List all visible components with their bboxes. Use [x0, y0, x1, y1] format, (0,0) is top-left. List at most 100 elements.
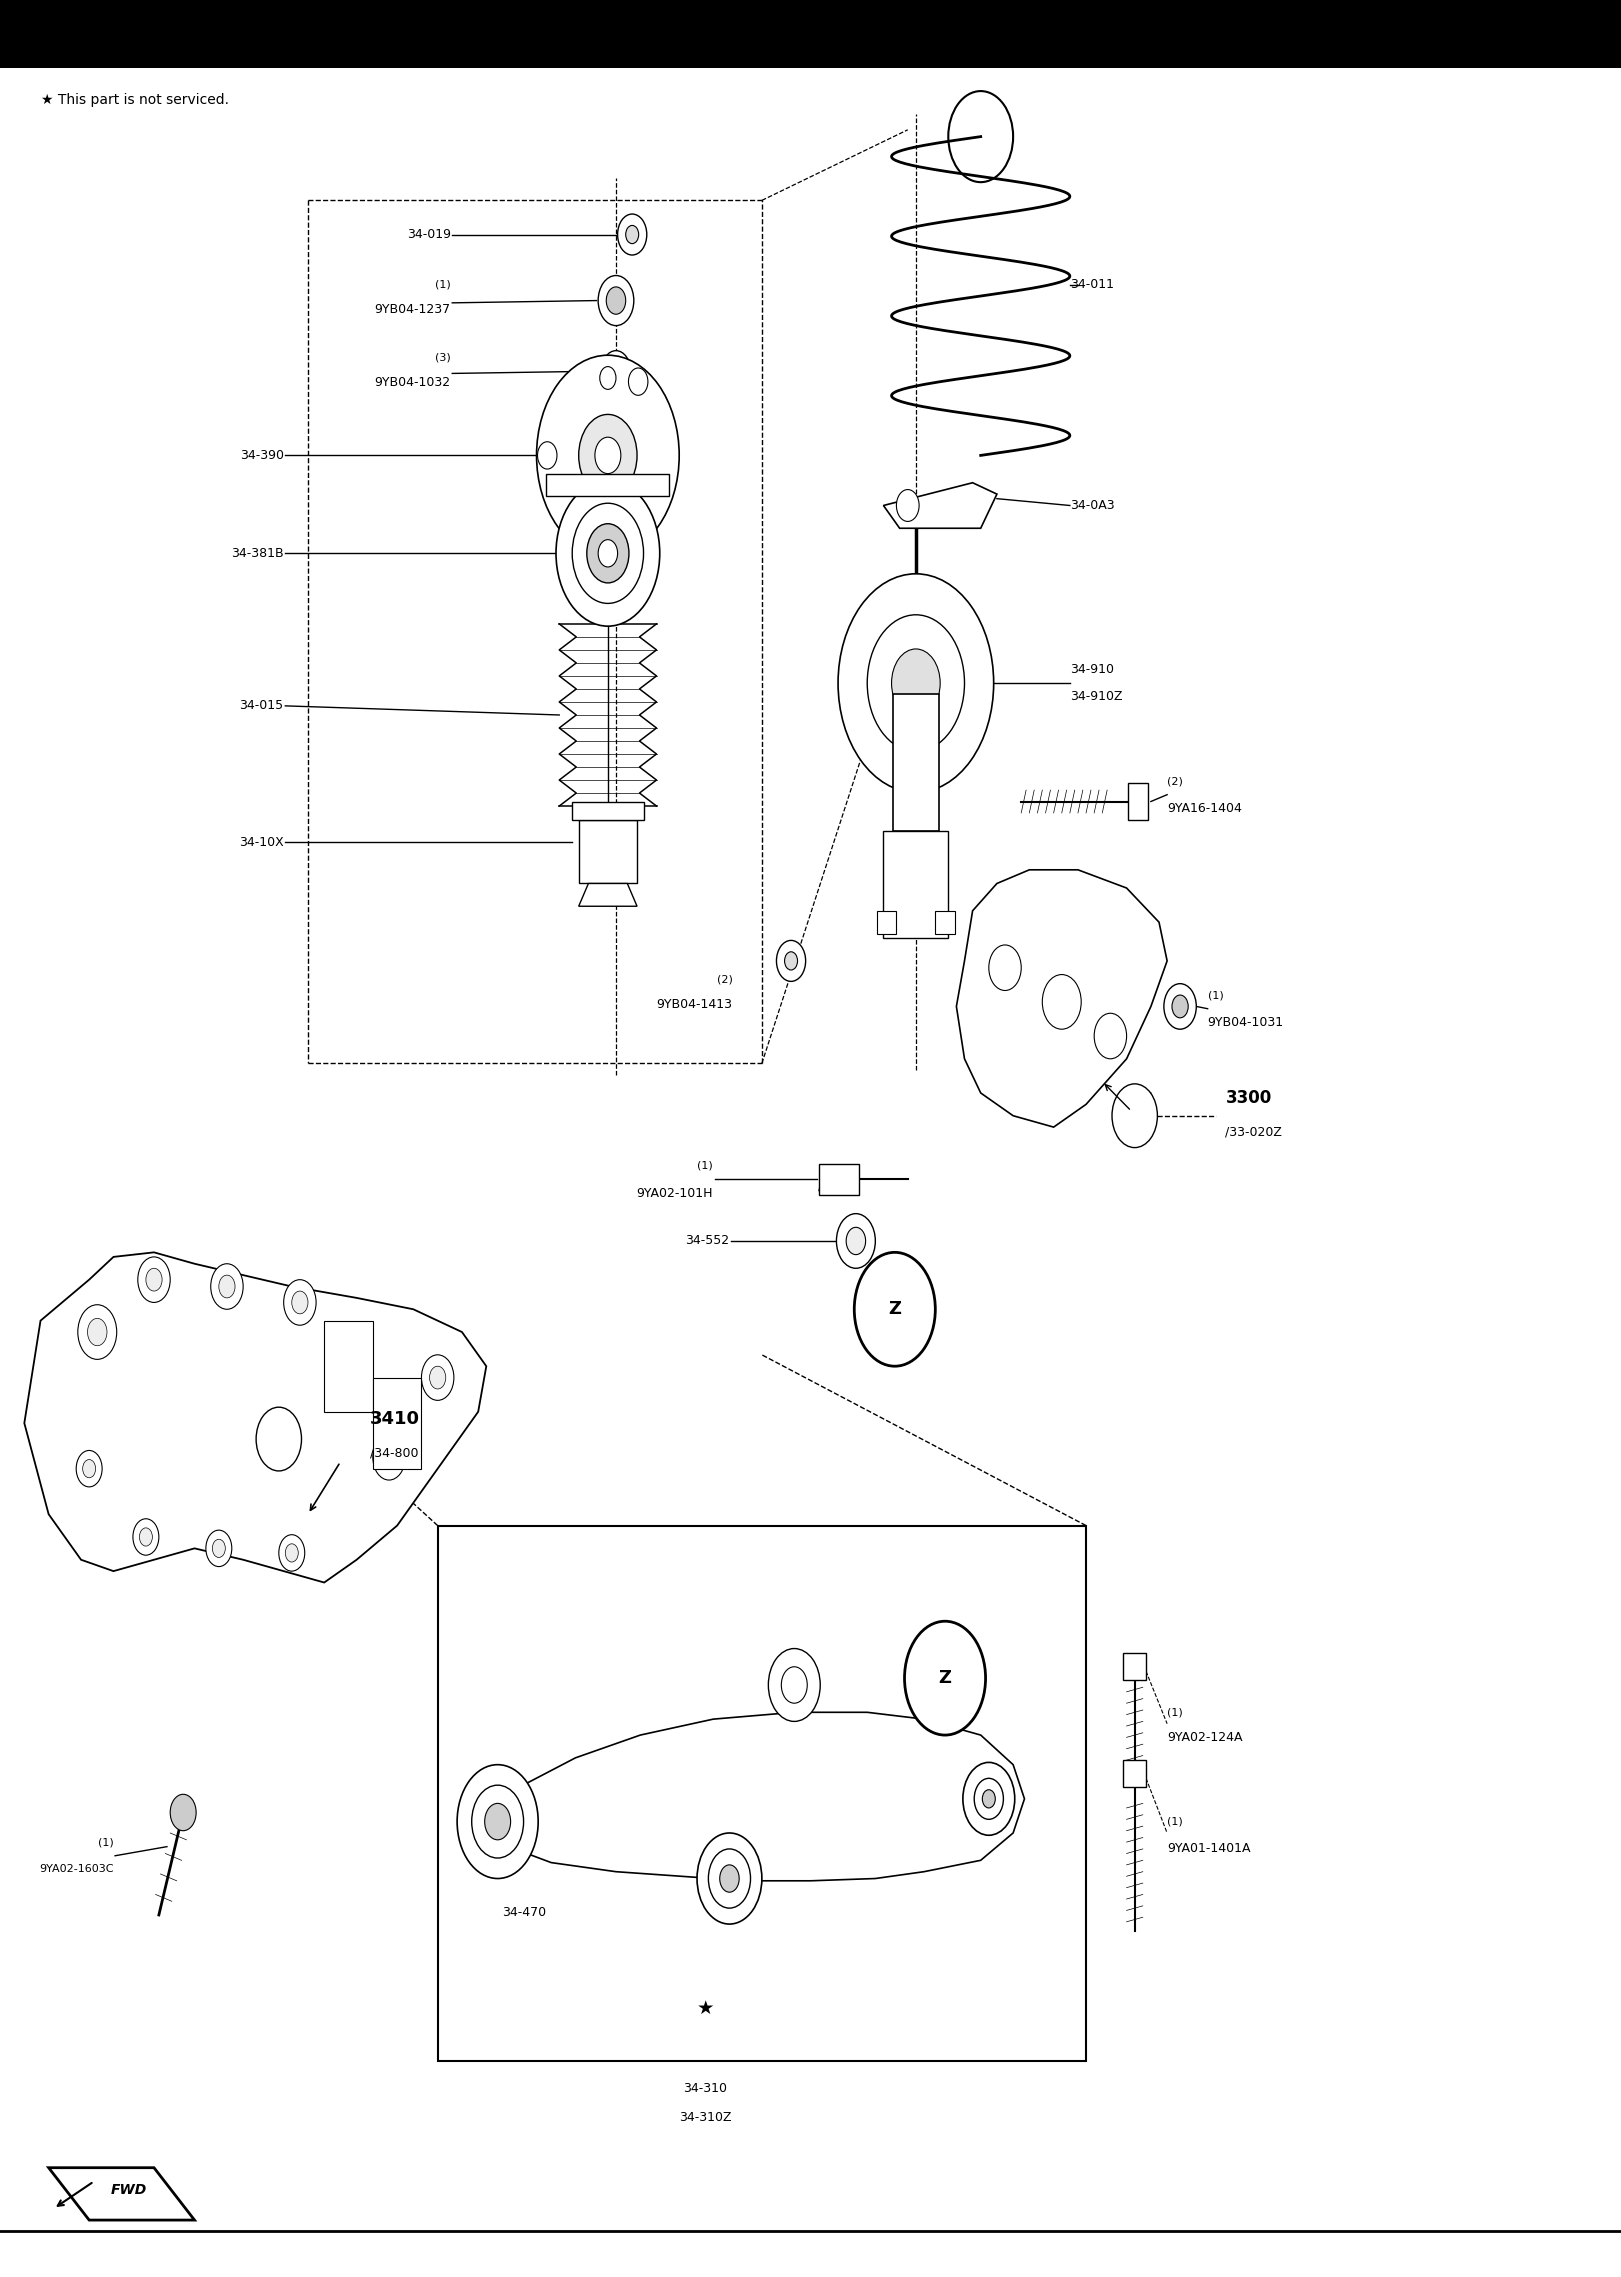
Text: 34-10X: 34-10X — [238, 836, 284, 849]
Circle shape — [457, 1765, 538, 1879]
Bar — [935, 911, 955, 934]
Circle shape — [600, 367, 616, 389]
Circle shape — [785, 952, 798, 970]
Circle shape — [381, 1446, 397, 1469]
Text: (1): (1) — [97, 1838, 113, 1847]
Circle shape — [982, 1790, 995, 1808]
Circle shape — [1042, 975, 1081, 1029]
Circle shape — [587, 524, 629, 583]
Text: 3410: 3410 — [370, 1409, 420, 1428]
Text: 34-910: 34-910 — [1070, 663, 1114, 676]
Circle shape — [720, 1865, 739, 1892]
Circle shape — [219, 1275, 235, 1298]
Polygon shape — [579, 883, 637, 906]
Circle shape — [88, 1318, 107, 1346]
Text: (3): (3) — [434, 353, 451, 362]
Text: 34-011: 34-011 — [1070, 278, 1114, 291]
Circle shape — [697, 1833, 762, 1924]
Circle shape — [963, 1762, 1015, 1835]
Circle shape — [579, 414, 637, 496]
Circle shape — [133, 1519, 159, 1555]
Text: 34-019: 34-019 — [407, 228, 451, 241]
Text: 9YB04-1413: 9YB04-1413 — [657, 997, 733, 1011]
Circle shape — [854, 1252, 935, 1366]
Text: 34-390: 34-390 — [240, 449, 284, 462]
Text: 34-015: 34-015 — [240, 699, 284, 713]
Text: 34-381B: 34-381B — [232, 546, 284, 560]
Text: 34-310: 34-310 — [682, 2081, 728, 2095]
Circle shape — [284, 1280, 316, 1325]
Bar — [572, 802, 644, 820]
Bar — [546, 474, 669, 496]
Circle shape — [430, 1366, 446, 1389]
Circle shape — [538, 442, 558, 469]
Text: (1): (1) — [434, 280, 451, 289]
Bar — [893, 694, 939, 831]
Polygon shape — [24, 1252, 486, 1583]
Text: (1): (1) — [1167, 1708, 1183, 1717]
Text: 9YB04-1031: 9YB04-1031 — [1208, 1016, 1284, 1029]
Text: 34-0A3: 34-0A3 — [1070, 499, 1115, 512]
Circle shape — [781, 1667, 807, 1703]
Circle shape — [211, 1264, 243, 1309]
Circle shape — [556, 480, 660, 626]
Circle shape — [1094, 1013, 1127, 1059]
Text: 9YA02-124A: 9YA02-124A — [1167, 1731, 1243, 1744]
Circle shape — [838, 574, 994, 792]
Text: (1): (1) — [1167, 1817, 1183, 1826]
Bar — [373, 1378, 421, 1469]
Text: 9YB04-1032: 9YB04-1032 — [374, 376, 451, 389]
Circle shape — [974, 1778, 1003, 1819]
Bar — [324, 1321, 373, 1412]
Circle shape — [776, 940, 806, 981]
Circle shape — [373, 1435, 405, 1480]
Circle shape — [896, 490, 919, 521]
Text: 3300: 3300 — [1225, 1088, 1272, 1107]
Text: 9YB04-1237: 9YB04-1237 — [374, 303, 451, 317]
Circle shape — [256, 1407, 302, 1471]
Circle shape — [1164, 984, 1196, 1029]
Circle shape — [421, 1355, 454, 1400]
Circle shape — [292, 1291, 308, 1314]
Text: Z: Z — [888, 1300, 901, 1318]
Circle shape — [1172, 995, 1188, 1018]
Text: (1): (1) — [1208, 990, 1224, 1000]
Circle shape — [285, 1544, 298, 1562]
Bar — [1123, 1760, 1146, 1787]
Text: 34-470: 34-470 — [503, 1906, 546, 1920]
Circle shape — [905, 1621, 986, 1735]
Circle shape — [867, 615, 964, 751]
Text: (1): (1) — [697, 1161, 713, 1170]
Circle shape — [629, 515, 648, 542]
Text: 9YA01-1401A: 9YA01-1401A — [1167, 1842, 1251, 1856]
Circle shape — [146, 1268, 162, 1291]
Circle shape — [83, 1460, 96, 1478]
Circle shape — [206, 1530, 232, 1567]
Circle shape — [606, 287, 626, 314]
Circle shape — [139, 1528, 152, 1546]
Polygon shape — [462, 1712, 1024, 1881]
Text: 34-910Z: 34-910Z — [1070, 690, 1122, 704]
Circle shape — [836, 1214, 875, 1268]
Circle shape — [472, 1785, 524, 1858]
Polygon shape — [956, 870, 1167, 1127]
Circle shape — [212, 1539, 225, 1557]
Circle shape — [598, 276, 634, 326]
Circle shape — [609, 362, 622, 380]
Circle shape — [989, 945, 1021, 990]
Text: 9YA16-1404: 9YA16-1404 — [1167, 802, 1242, 815]
Text: /33-020Z: /33-020Z — [1225, 1125, 1282, 1138]
Text: ★: ★ — [697, 1999, 713, 2017]
Circle shape — [537, 355, 679, 556]
Bar — [579, 820, 637, 883]
Circle shape — [618, 214, 647, 255]
Circle shape — [76, 1450, 102, 1487]
Bar — [877, 911, 896, 934]
Text: (2): (2) — [716, 975, 733, 984]
Bar — [438, 1526, 1086, 2061]
Circle shape — [846, 1227, 866, 1255]
Bar — [0, 0, 1621, 68]
Bar — [1123, 1653, 1146, 1680]
Circle shape — [629, 369, 648, 396]
Circle shape — [572, 503, 644, 603]
